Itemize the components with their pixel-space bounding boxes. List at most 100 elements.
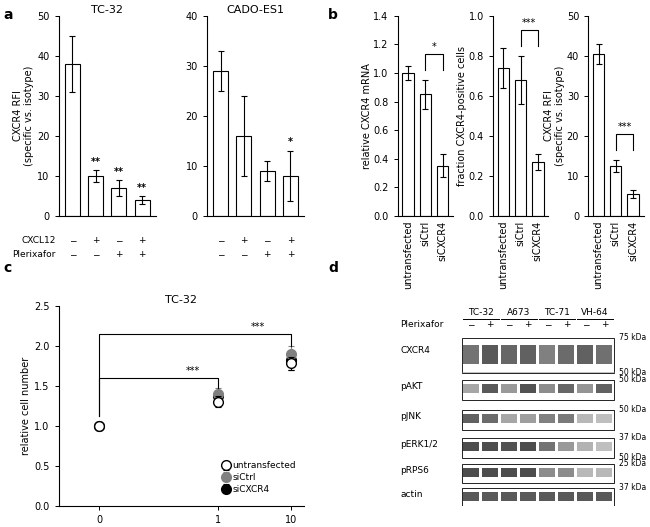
Bar bbox=[515, 80, 527, 216]
Bar bbox=[558, 384, 575, 393]
Bar bbox=[597, 442, 612, 452]
Text: 37 kDa: 37 kDa bbox=[619, 433, 646, 442]
Bar bbox=[501, 384, 517, 393]
Bar bbox=[462, 380, 614, 400]
Bar bbox=[558, 442, 575, 452]
Text: actin: actin bbox=[400, 490, 422, 499]
Text: ***: *** bbox=[522, 18, 536, 28]
Text: +: + bbox=[240, 236, 248, 245]
Text: **: ** bbox=[137, 183, 147, 193]
Text: 50 kDa: 50 kDa bbox=[619, 375, 646, 384]
Bar bbox=[463, 468, 479, 477]
Bar bbox=[520, 492, 536, 501]
Bar bbox=[577, 384, 593, 393]
Legend: untransfected, siCtrl, siCXCR4: untransfected, siCtrl, siCXCR4 bbox=[220, 458, 300, 497]
Bar bbox=[482, 345, 498, 364]
Text: −: − bbox=[582, 320, 589, 329]
Y-axis label: relative cell number: relative cell number bbox=[21, 357, 31, 455]
Bar bbox=[420, 94, 431, 216]
Text: ***: *** bbox=[251, 323, 265, 333]
Y-axis label: CXCR4 RFI
(specific vs. isotype): CXCR4 RFI (specific vs. isotype) bbox=[13, 66, 34, 166]
Bar bbox=[597, 345, 612, 364]
Bar bbox=[597, 492, 612, 501]
Bar bbox=[462, 438, 614, 458]
Text: ***: *** bbox=[186, 366, 200, 376]
Bar bbox=[540, 492, 555, 501]
Bar bbox=[437, 166, 448, 216]
Bar bbox=[593, 54, 604, 216]
Text: −: − bbox=[263, 236, 271, 245]
Bar bbox=[558, 492, 575, 501]
Bar bbox=[540, 468, 555, 477]
Text: TC-71: TC-71 bbox=[544, 308, 570, 317]
Bar bbox=[213, 71, 228, 216]
Bar bbox=[111, 188, 127, 216]
Bar bbox=[463, 384, 479, 393]
Text: c: c bbox=[3, 261, 12, 275]
Text: +: + bbox=[486, 320, 494, 329]
Text: ***: *** bbox=[618, 122, 632, 132]
Text: −: − bbox=[115, 236, 123, 245]
Text: Plerixafor: Plerixafor bbox=[12, 250, 56, 259]
Text: *: * bbox=[288, 137, 293, 147]
Text: Plerixafor: Plerixafor bbox=[400, 320, 443, 329]
Bar bbox=[259, 171, 275, 216]
Text: −: − bbox=[467, 320, 475, 329]
Bar bbox=[520, 414, 536, 423]
Bar bbox=[577, 414, 593, 423]
Bar bbox=[482, 442, 498, 452]
Text: −: − bbox=[217, 250, 224, 259]
Text: pJNK: pJNK bbox=[400, 413, 421, 422]
Bar bbox=[610, 166, 621, 216]
Text: pRPS6: pRPS6 bbox=[400, 466, 429, 475]
Bar bbox=[577, 442, 593, 452]
Bar bbox=[501, 442, 517, 452]
Bar bbox=[577, 492, 593, 501]
Bar bbox=[462, 464, 614, 483]
Text: +: + bbox=[138, 236, 146, 245]
Bar bbox=[482, 384, 498, 393]
Text: −: − bbox=[506, 320, 513, 329]
Text: +: + bbox=[138, 250, 146, 259]
Text: d: d bbox=[328, 261, 338, 275]
Text: **: ** bbox=[114, 167, 124, 177]
Bar bbox=[462, 488, 614, 507]
Bar bbox=[498, 68, 509, 216]
Bar bbox=[501, 468, 517, 477]
Bar bbox=[520, 468, 536, 477]
Y-axis label: relative CXCR4 mRNA: relative CXCR4 mRNA bbox=[362, 63, 372, 169]
Text: 75 kDa: 75 kDa bbox=[619, 334, 646, 343]
Text: −: − bbox=[69, 250, 76, 259]
Bar bbox=[501, 414, 517, 423]
Text: A673: A673 bbox=[507, 308, 530, 317]
Bar bbox=[462, 338, 614, 373]
Bar bbox=[627, 194, 639, 216]
Bar bbox=[520, 345, 536, 364]
Bar bbox=[532, 162, 543, 216]
Text: +: + bbox=[525, 320, 532, 329]
Y-axis label: fraction CXCR4-positive cells: fraction CXCR4-positive cells bbox=[457, 46, 467, 186]
Bar bbox=[501, 345, 517, 364]
Title: TC-32: TC-32 bbox=[91, 5, 124, 15]
Bar bbox=[597, 468, 612, 477]
Text: pAKT: pAKT bbox=[400, 383, 422, 392]
Bar bbox=[558, 414, 575, 423]
Text: a: a bbox=[3, 8, 13, 22]
Bar bbox=[501, 492, 517, 501]
Bar bbox=[463, 414, 479, 423]
Text: 25 kDa: 25 kDa bbox=[619, 460, 646, 469]
Text: **: ** bbox=[90, 157, 101, 167]
Text: *: * bbox=[432, 42, 436, 52]
Bar bbox=[540, 345, 555, 364]
Bar bbox=[65, 64, 80, 216]
Bar bbox=[402, 73, 413, 216]
Bar bbox=[283, 176, 298, 216]
Text: 50 kDa: 50 kDa bbox=[619, 453, 646, 462]
Text: −: − bbox=[69, 236, 76, 245]
Title: TC-32: TC-32 bbox=[165, 295, 198, 305]
Text: +: + bbox=[563, 320, 570, 329]
Bar bbox=[520, 442, 536, 452]
Text: −: − bbox=[240, 250, 248, 259]
Text: +: + bbox=[287, 250, 294, 259]
Text: +: + bbox=[263, 250, 271, 259]
